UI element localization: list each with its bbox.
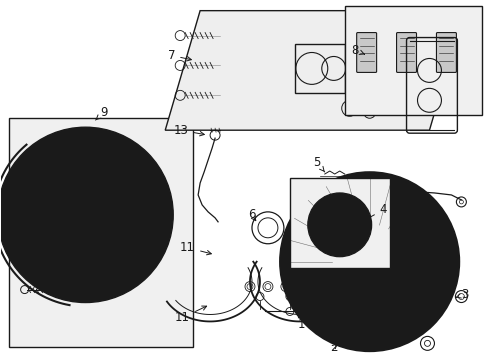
Circle shape — [122, 181, 137, 195]
Circle shape — [358, 220, 368, 230]
Circle shape — [33, 183, 47, 197]
Bar — [9, 118, 193, 347]
Circle shape — [351, 244, 387, 280]
Circle shape — [315, 206, 325, 216]
Text: 11: 11 — [180, 241, 211, 255]
Circle shape — [377, 305, 395, 323]
Text: 11: 11 — [175, 306, 206, 324]
Circle shape — [34, 235, 48, 249]
Circle shape — [58, 187, 113, 243]
Circle shape — [331, 217, 347, 233]
Circle shape — [316, 221, 334, 238]
Circle shape — [80, 260, 94, 274]
Circle shape — [307, 193, 371, 257]
Circle shape — [315, 234, 325, 244]
Polygon shape — [165, 11, 464, 130]
Circle shape — [0, 127, 173, 302]
Circle shape — [342, 243, 351, 253]
Text: 9: 9 — [95, 106, 108, 120]
Text: 13: 13 — [173, 124, 204, 137]
Circle shape — [342, 197, 351, 207]
Circle shape — [377, 201, 395, 219]
FancyBboxPatch shape — [396, 32, 416, 72]
Circle shape — [361, 254, 377, 270]
Text: 1: 1 — [297, 312, 304, 331]
Text: 7: 7 — [167, 49, 191, 62]
Text: 10: 10 — [123, 188, 155, 208]
Circle shape — [334, 227, 404, 297]
Text: 2: 2 — [329, 341, 337, 354]
Circle shape — [415, 253, 432, 271]
Text: 12: 12 — [389, 179, 413, 193]
Text: 6: 6 — [247, 208, 255, 221]
Bar — [344, 6, 481, 115]
Circle shape — [279, 172, 458, 351]
Circle shape — [77, 156, 91, 170]
FancyBboxPatch shape — [356, 32, 376, 72]
Circle shape — [321, 207, 357, 243]
Circle shape — [316, 285, 334, 303]
Bar — [294, 44, 344, 93]
Text: 5: 5 — [312, 156, 324, 172]
Circle shape — [75, 205, 95, 225]
Text: 3: 3 — [455, 288, 468, 301]
Circle shape — [124, 233, 138, 247]
Text: 8: 8 — [351, 44, 364, 57]
FancyBboxPatch shape — [436, 32, 455, 72]
Text: 4: 4 — [362, 203, 386, 221]
Bar — [289, 178, 389, 268]
